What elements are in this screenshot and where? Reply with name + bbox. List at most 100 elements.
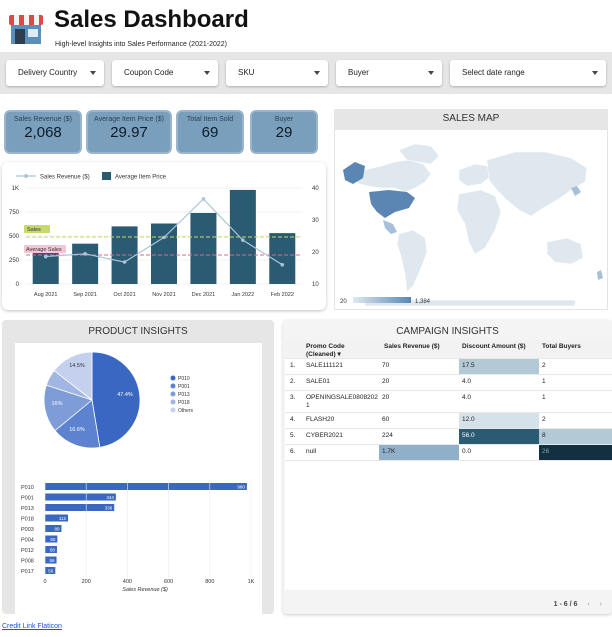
table-row: 1. SALE111121 70 17.5 2	[285, 359, 612, 375]
sort-desc-icon[interactable]: ▾	[337, 350, 341, 358]
pie-slice-p010[interactable]	[91, 351, 141, 448]
table-pager: 1 - 6 / 6 ‹ ›	[554, 601, 602, 608]
legend-sales-revenue: Sales Revenue ($)	[40, 175, 90, 181]
bar-p018[interactable]	[45, 514, 69, 522]
column-header-discount-amount[interactable]: Discount Amount ($)	[462, 343, 526, 350]
pie-slice-p001[interactable]	[54, 399, 101, 449]
bar-axis-tick: 1K	[248, 579, 255, 585]
pie-legend-p001: P001	[178, 384, 190, 390]
bar-sep-2021[interactable]	[72, 243, 99, 284]
bar-p003[interactable]	[45, 525, 62, 532]
avg-price-point[interactable]	[201, 197, 206, 201]
bar-nov-2021[interactable]	[151, 223, 177, 284]
bar-axis-tick: 0	[43, 579, 46, 585]
avg-price-point[interactable]	[122, 260, 127, 264]
pie-label-p013: 16%	[51, 401, 62, 407]
left-tick-0: 0	[16, 282, 20, 288]
date-range-filter[interactable]: Select date range	[450, 60, 606, 86]
table-header-row: Promo Code (Cleaned) ▾ Sales Revenue ($)…	[285, 340, 612, 359]
pie-slice-others[interactable]	[53, 351, 93, 401]
credit-link[interactable]: Credit Link Flaticon	[2, 623, 62, 630]
column-header-total-buyers[interactable]: Total Buyers	[542, 343, 581, 350]
left-tick-250: 250	[9, 258, 20, 264]
africa	[456, 189, 502, 255]
bar-feb-2022[interactable]	[269, 233, 296, 284]
buyer-filter[interactable]: Buyer	[336, 60, 442, 86]
chevron-down-icon	[314, 71, 320, 75]
table-row: 5. CYBER2021 224 56.0 8	[285, 429, 612, 445]
map-land-shapes	[352, 143, 588, 307]
right-tick-10: 10	[312, 282, 319, 288]
map-legend-max: 1,384	[415, 299, 431, 305]
bar-category-label: P012	[21, 548, 34, 554]
south-america	[396, 229, 428, 293]
chevron-left-icon[interactable]: ‹	[587, 601, 590, 608]
bar-category-label: P008	[21, 559, 34, 565]
pie-label-others: 14.5%	[69, 363, 85, 369]
pie-legend-p013: P013	[178, 392, 190, 398]
column-header-sales-revenue[interactable]: Sales Revenue ($)	[384, 343, 440, 350]
header: Sales Dashboard High-level Insights into…	[0, 0, 612, 54]
delivery-country-filter[interactable]: Delivery Country	[6, 60, 104, 86]
region-japan	[571, 186, 581, 196]
sku-filter[interactable]: SKU	[226, 60, 328, 86]
average-sales-reference-badge	[24, 245, 66, 253]
bar-axis-tick: 400	[123, 579, 132, 585]
bar-value-label: 50	[48, 569, 54, 574]
page-title: Sales Dashboard	[54, 6, 249, 33]
region-new-zealand	[597, 270, 603, 280]
bar-p008[interactable]	[45, 556, 57, 564]
avg-price-point[interactable]	[43, 254, 48, 259]
x-tick-label: Jan 2022	[232, 292, 255, 298]
campaign-insights-title: CAMPAIGN INSIGHTS	[396, 326, 499, 337]
pie-legend-swatch-p001	[170, 383, 176, 389]
pie-slice-p013[interactable]	[43, 384, 93, 432]
page-subtitle: High-level Insights into Sales Performan…	[55, 41, 227, 48]
storefront-icon	[9, 15, 43, 44]
filter-bar: Delivery Country Coupon Code SKU Buyer S…	[0, 52, 612, 94]
column-header-promo-code[interactable]: Promo Code (Cleaned) ▾	[306, 343, 345, 358]
right-tick-30: 30	[312, 218, 319, 224]
bar-p010[interactable]	[45, 483, 247, 490]
product-bar-axis: 0 200 400 600 800 1K	[43, 479, 255, 585]
chevron-down-icon	[204, 71, 210, 75]
product-insights-title: PRODUCT INSIGHTS	[88, 326, 188, 337]
bar-value-label: 56	[50, 558, 56, 563]
x-tick-label: Oct 2021	[113, 292, 135, 298]
sales-map[interactable]: 20 1,384	[334, 129, 608, 310]
bar-value-label: 980	[237, 485, 245, 490]
bar-dec-2021[interactable]	[190, 212, 217, 284]
region-alaska	[343, 162, 365, 184]
right-tick-40: 40	[312, 186, 319, 192]
x-tick-label: Sep 2021	[73, 292, 97, 298]
left-tick-500: 500	[9, 234, 20, 240]
bar-p012[interactable]	[45, 546, 57, 553]
coupon-code-filter[interactable]: Coupon Code	[112, 60, 218, 86]
avg-price-point[interactable]	[280, 263, 285, 267]
bar-p004[interactable]	[45, 535, 58, 543]
bar-p017[interactable]	[45, 567, 56, 574]
avg-price-point[interactable]	[83, 252, 87, 256]
bar-value-label: 58	[50, 548, 56, 553]
avg-price-point[interactable]	[162, 235, 166, 240]
bar-category-label: P004	[21, 538, 34, 544]
chevron-right-icon[interactable]: ›	[599, 601, 602, 608]
product-insights-panel: PRODUCT INSIGHTS 47.4% 16.6% 16% 14.5% P…	[2, 320, 274, 618]
bar-value-label: 112	[59, 516, 67, 521]
bar-value-label: 80	[54, 527, 60, 532]
chevron-down-icon	[592, 71, 598, 75]
bar-axis-tick: 200	[82, 579, 91, 585]
antarctica	[364, 299, 576, 307]
bar-p001[interactable]	[45, 493, 116, 501]
pager-range: 1 - 6 / 6	[553, 601, 578, 608]
bar-p013[interactable]	[45, 504, 115, 511]
legend-bar-swatch	[102, 172, 111, 180]
region-united-states	[369, 190, 415, 218]
bar-category-label: P003	[21, 527, 34, 533]
chevron-down-icon	[90, 71, 96, 75]
x-tick-label: Aug 2021	[34, 292, 58, 298]
bar-category-label: P018	[21, 517, 34, 523]
chevron-down-icon	[428, 71, 434, 75]
x-tick-label: Feb 2022	[271, 292, 294, 298]
avg-price-point[interactable]	[241, 238, 245, 242]
